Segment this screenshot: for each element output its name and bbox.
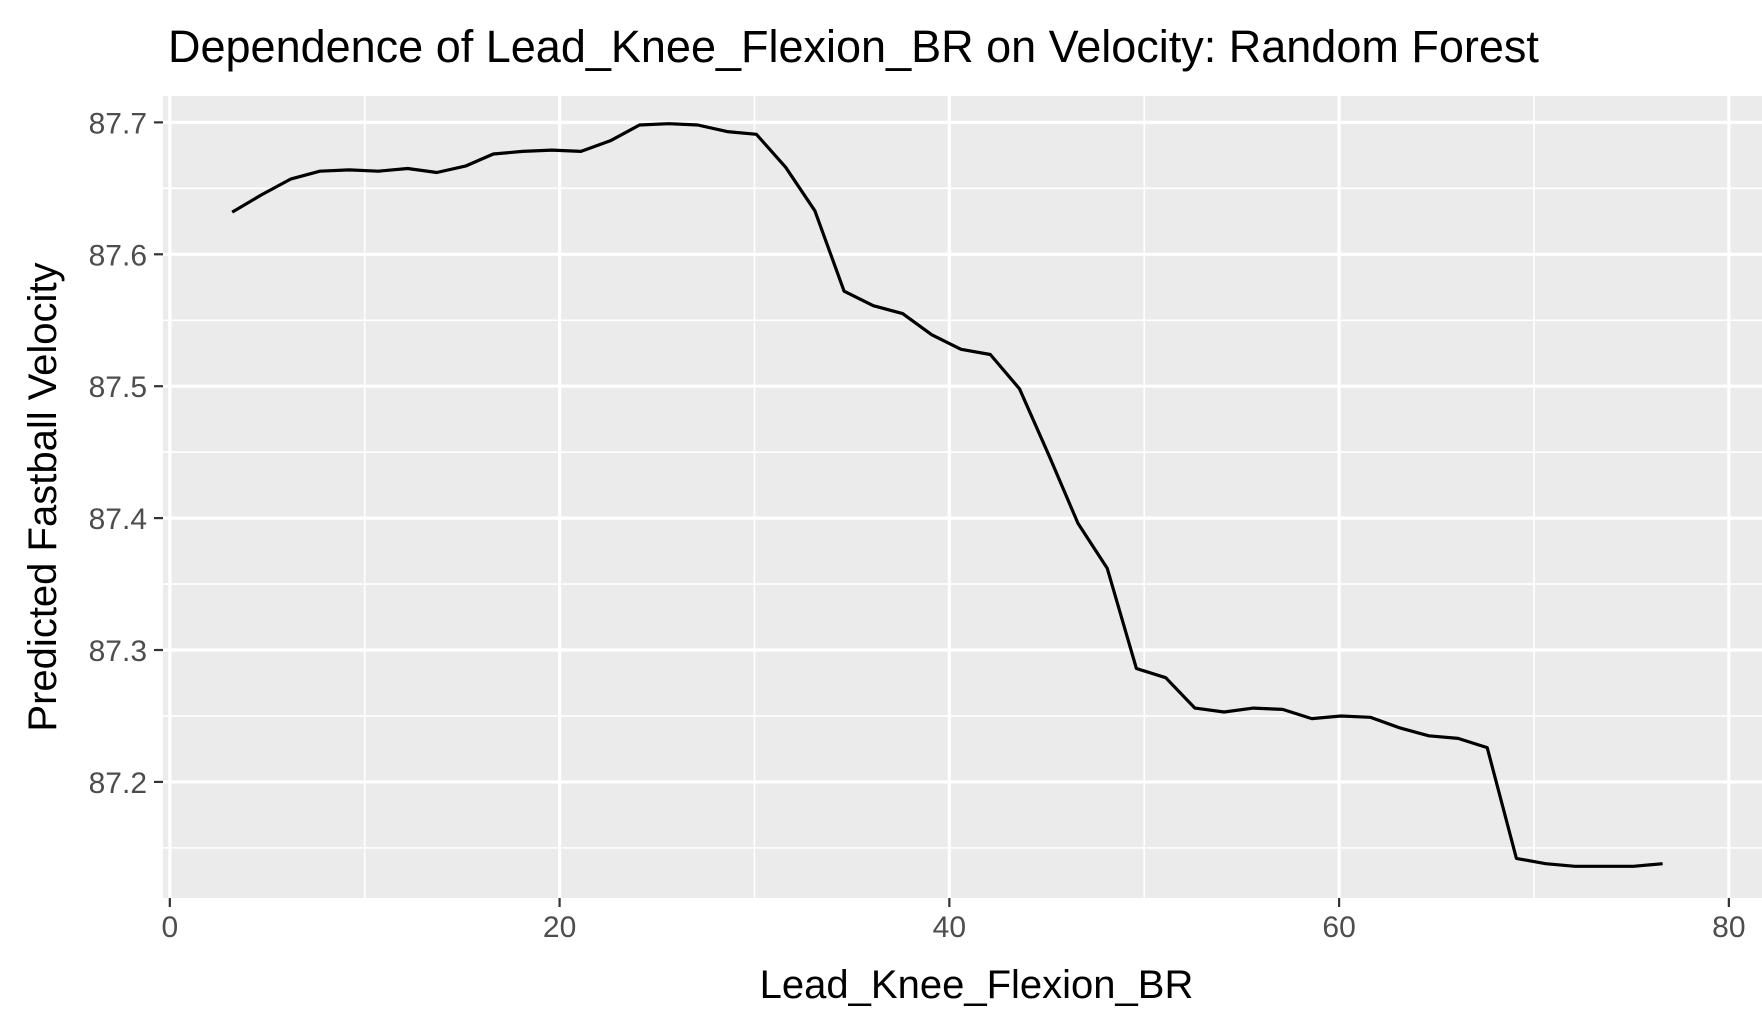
major-gridlines [163, 96, 1762, 898]
y-tick-label: 87.3 [89, 635, 147, 668]
velocity-series-line [231, 122, 1663, 868]
y-axis-title: Predicted Fastball Velocity [21, 262, 65, 731]
y-tick-label: 87.7 [89, 107, 147, 140]
chart-title: Dependence of Lead_Knee_Flexion_BR on Ve… [168, 21, 1539, 72]
y-tick-label: 87.5 [89, 371, 147, 404]
x-tick-label: 60 [1322, 911, 1355, 944]
minor-gridlines [163, 96, 1762, 898]
y-axis-ticks: 87.2 87.3 87.4 87.5 87.6 87.7 [89, 107, 163, 800]
x-axis-title: Lead_Knee_Flexion_BR [760, 963, 1194, 1007]
y-tick-label: 87.6 [89, 239, 147, 272]
x-tick-label: 80 [1712, 911, 1745, 944]
y-tick-label: 87.4 [89, 503, 147, 536]
y-tick-label: 87.2 [89, 767, 147, 800]
x-axis-ticks: 0 20 40 60 80 [161, 898, 1746, 944]
x-tick-label: 0 [161, 911, 178, 944]
plot-panel [163, 96, 1762, 898]
x-tick-label: 40 [933, 911, 966, 944]
x-tick-label: 20 [543, 911, 576, 944]
